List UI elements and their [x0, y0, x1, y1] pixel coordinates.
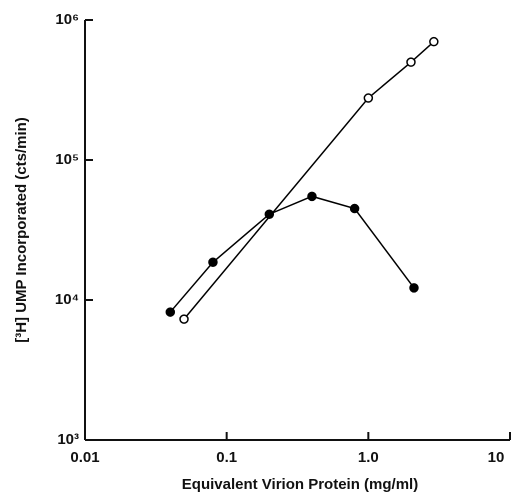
data-point — [208, 257, 218, 268]
series-line — [183, 41, 435, 320]
x-tick-label: 10 — [488, 449, 505, 466]
data-point — [165, 307, 176, 317]
y-tick-label: 10⁵ — [55, 151, 79, 168]
x-tick-label: 0.1 — [216, 449, 237, 466]
data-point — [406, 57, 416, 67]
series-line — [169, 195, 415, 313]
y-tick-label: 10⁴ — [55, 291, 79, 308]
data-point — [429, 36, 439, 47]
x-tick-label: 0.01 — [70, 449, 99, 466]
data-point — [307, 191, 317, 202]
data-point — [363, 93, 374, 103]
data-point — [349, 203, 360, 214]
y-tick-label: 10⁶ — [55, 11, 79, 28]
data-point — [409, 283, 419, 293]
y-axis-label: [³H] UMP Incorporated (cts/min) — [13, 117, 30, 343]
x-axis-label: Equivalent Virion Protein (mg/ml) — [182, 476, 418, 493]
y-tick-label: 10³ — [57, 431, 79, 448]
data-point — [179, 314, 189, 324]
x-tick-label: 1.0 — [358, 449, 379, 466]
data-point — [264, 209, 275, 219]
